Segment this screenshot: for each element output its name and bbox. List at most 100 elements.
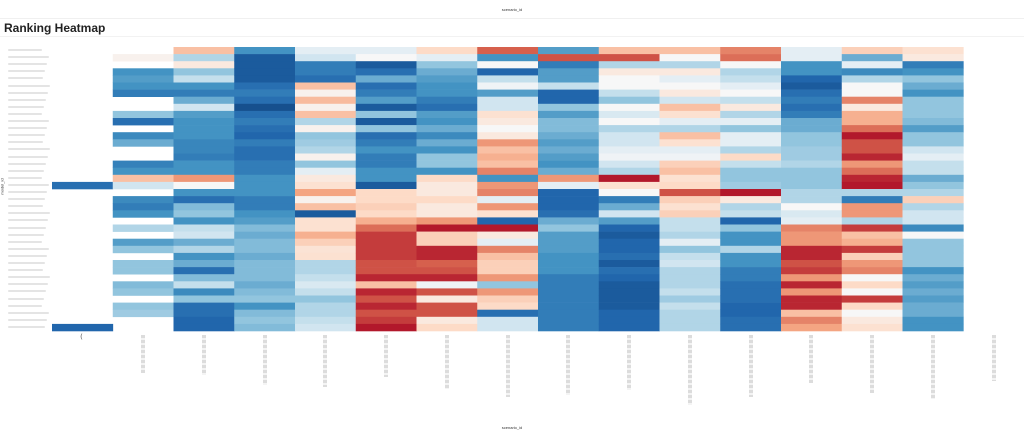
heatmap-cell	[355, 68, 417, 76]
heatmap-cell	[659, 139, 721, 147]
heatmap-cell	[295, 167, 357, 176]
heatmap-cell	[538, 316, 600, 325]
heatmap-cell	[841, 288, 903, 296]
heatmap-cell	[234, 196, 296, 204]
heatmap-cell	[112, 82, 174, 90]
heatmap-cell	[355, 110, 417, 119]
heatmap-cell	[416, 295, 478, 303]
heatmap-cell	[598, 110, 660, 119]
heatmap-cell	[720, 224, 782, 232]
heatmap-cell	[902, 103, 964, 112]
y-tick-label	[8, 189, 52, 196]
heatmap-cell	[295, 260, 357, 268]
heatmap-cell	[112, 139, 174, 147]
x-tick-label	[384, 335, 389, 377]
heatmap-cell	[295, 224, 357, 232]
heatmap-cell	[659, 160, 721, 168]
heatmap-cell	[173, 153, 235, 161]
heatmap-cell	[720, 181, 782, 190]
heatmap-cell	[173, 68, 235, 76]
heatmap-cell	[234, 96, 296, 105]
heatmap-cell	[538, 295, 600, 303]
heatmap-cell	[841, 54, 903, 62]
heatmap-cell	[841, 47, 903, 55]
heatmap-cell	[173, 174, 235, 183]
heatmap-cell	[659, 89, 721, 97]
heatmap-cell	[659, 309, 721, 318]
heatmap-cell	[295, 174, 357, 183]
heatmap-cell	[538, 68, 600, 76]
heatmap-cell	[477, 75, 539, 83]
heatmap-cell	[538, 281, 600, 289]
heatmap-cell	[598, 245, 660, 254]
y-tick-label	[8, 310, 52, 317]
heatmap-cell	[781, 316, 843, 325]
heatmap-cell	[112, 309, 174, 318]
heatmap-cell	[295, 118, 357, 126]
x-tick-label	[870, 335, 875, 393]
heatmap-cell	[781, 210, 843, 218]
heatmap-cell	[234, 316, 296, 325]
heatmap-cell	[173, 267, 235, 275]
y-tick-label	[8, 139, 52, 146]
heatmap-cell	[781, 54, 843, 62]
heatmap-cell	[720, 238, 782, 247]
heatmap-cell	[659, 61, 721, 69]
heatmap-cell	[659, 295, 721, 303]
heatmap-cell	[477, 309, 539, 318]
heatmap-cell	[234, 103, 296, 112]
heatmap-cell	[841, 260, 903, 268]
heatmap-cell	[173, 323, 235, 332]
heatmap-cell	[598, 210, 660, 218]
heatmap-cell	[416, 281, 478, 289]
y-tick-label	[8, 196, 52, 203]
heatmap-cell	[598, 75, 660, 83]
heatmap-cell	[659, 210, 721, 218]
heatmap-cell	[841, 125, 903, 133]
heatmap-cell	[902, 252, 964, 261]
heatmap-cell	[659, 103, 721, 112]
heatmap-cell	[477, 302, 539, 310]
heatmap-cell	[538, 245, 600, 254]
heatmap-cell	[720, 103, 782, 112]
heatmap-cell	[477, 196, 539, 204]
heatmap-cell	[173, 110, 235, 119]
heatmap-cell	[416, 174, 478, 183]
heatmap-cell	[841, 174, 903, 183]
heatmap-cell	[598, 309, 660, 318]
y-tick-label	[8, 61, 52, 68]
heatmap-cell	[598, 118, 660, 126]
heatmap-cell	[538, 203, 600, 211]
heatmap-cell	[598, 125, 660, 133]
heatmap-cell	[477, 146, 539, 154]
heatmap-cell	[781, 181, 843, 190]
heatmap-cell	[234, 217, 296, 225]
heatmap-cell	[902, 203, 964, 211]
heatmap-cell	[173, 238, 235, 247]
heatmap-cell	[355, 309, 417, 318]
heatmap-cell	[234, 146, 296, 154]
heatmap-cell	[902, 245, 964, 254]
y-tick-label	[8, 303, 52, 310]
heatmap-cell	[477, 118, 539, 126]
heatmap-cell	[355, 203, 417, 211]
heatmap-cell	[841, 68, 903, 76]
heatmap-cell	[355, 89, 417, 97]
heatmap-cell	[416, 316, 478, 325]
heatmap-cell	[477, 139, 539, 147]
y-tick-label	[8, 203, 52, 210]
heatmap-cell	[781, 224, 843, 232]
heatmap-cell	[720, 47, 782, 55]
y-tick-label	[8, 296, 52, 303]
heatmap-cell	[720, 68, 782, 76]
heatmap-cell	[355, 274, 417, 282]
heatmap-cell	[416, 82, 478, 90]
heatmap-cell	[720, 174, 782, 183]
heatmap-cell	[902, 274, 964, 282]
heatmap-cell	[902, 281, 964, 289]
heatmap-cell	[659, 54, 721, 62]
heatmap-cell	[720, 196, 782, 204]
heatmap-cell	[538, 267, 600, 275]
heatmap-cell	[355, 167, 417, 176]
